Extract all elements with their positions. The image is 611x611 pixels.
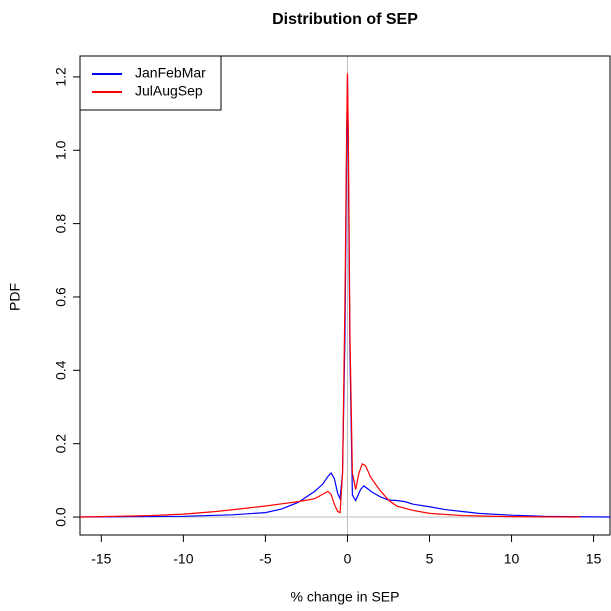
- x-tick-label: 0: [344, 551, 352, 567]
- x-tick-label: -5: [259, 551, 272, 567]
- y-axis-label: PDF: [7, 283, 23, 311]
- x-tick-label: 15: [586, 551, 602, 567]
- y-tick-label: 0.0: [53, 507, 69, 527]
- x-tick-label: -10: [173, 551, 193, 567]
- legend-label: JulAugSep: [135, 83, 203, 99]
- x-tick-label: 5: [426, 551, 434, 567]
- x-tick-label: -15: [91, 551, 111, 567]
- legend-box: [79, 55, 222, 111]
- y-tick-label: 0.6: [53, 287, 69, 307]
- plot-frame: [79, 55, 611, 536]
- y-tick-label: 0.8: [53, 214, 69, 234]
- legend-label: JanFebMar: [135, 65, 206, 81]
- series-line: [79, 73, 581, 518]
- y-tick-label: 1.0: [53, 140, 69, 160]
- y-tick-label: 1.2: [53, 67, 69, 87]
- y-tick-label: 0.4: [53, 360, 69, 380]
- x-axis-label: % change in SEP: [291, 589, 400, 605]
- chart-title: Distribution of SEP: [272, 11, 418, 28]
- x-tick-label: 10: [504, 551, 520, 567]
- y-tick-label: 0.2: [53, 434, 69, 454]
